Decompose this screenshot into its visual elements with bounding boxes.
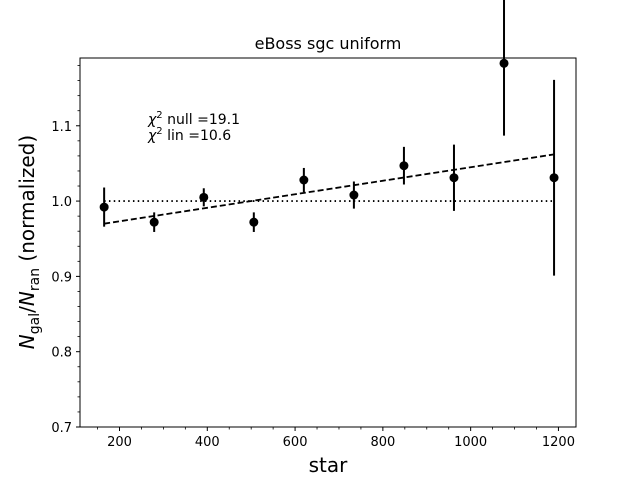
y-label-suffix: (normalized) [15,135,39,268]
data-point [499,58,509,68]
x-tick-label: 1000 [454,435,487,450]
x-tick-label: 600 [283,435,308,450]
annotation-superscript: 2 [156,110,162,121]
y-label-sub-gal: gal [27,313,43,334]
data-point [449,173,459,183]
y-tick-label: 0.8 [51,346,72,361]
annotation-chi2-lin: χ2 lin =10.6 [147,126,231,144]
plot-area [79,57,577,428]
chart-title: eBoss sgc uniform [255,34,402,53]
y-tick-label: 1.1 [51,120,72,135]
axes: 200 400 600 800 1000 1200 0.7 0.8 0.9 1.0 1.1 [51,65,575,450]
y-tick-label: 0.7 [51,421,72,436]
y-tick-label: 1.0 [51,195,72,210]
data-point [149,217,159,227]
plot-frame [79,57,577,428]
x-axis-label: star [309,453,349,477]
annotation-chi-symbol: χ [147,128,157,144]
y-label-slash: / [15,306,39,313]
data-point [299,175,309,185]
data-points [99,0,559,276]
annotation-text: null =19.1 [163,112,240,128]
y-tick-label: 0.9 [51,270,72,285]
y-axis-label: Ngal/Nran (normalized) [15,135,43,349]
data-point [399,161,409,171]
data-point [549,173,559,183]
y-label-n-ran: N [15,291,39,306]
annotation-superscript: 2 [156,126,162,137]
linear-fit-line [104,153,555,225]
y-label-n-gal: N [15,334,39,349]
annotation-chi2-null: χ2 null =19.1 [147,110,240,128]
annotation-text: lin =10.6 [163,128,232,144]
y-label-sub-ran: ran [27,268,43,291]
annotation-chi-symbol: χ [147,112,157,128]
x-tick-label: 800 [370,435,395,450]
x-tick-label: 1200 [542,435,575,450]
data-point [249,217,259,227]
x-tick-label: 400 [195,435,220,450]
reference-lines [104,153,555,225]
data-point [99,202,109,212]
data-point [349,190,359,200]
x-tick-label: 200 [107,435,132,450]
data-point [199,192,209,202]
